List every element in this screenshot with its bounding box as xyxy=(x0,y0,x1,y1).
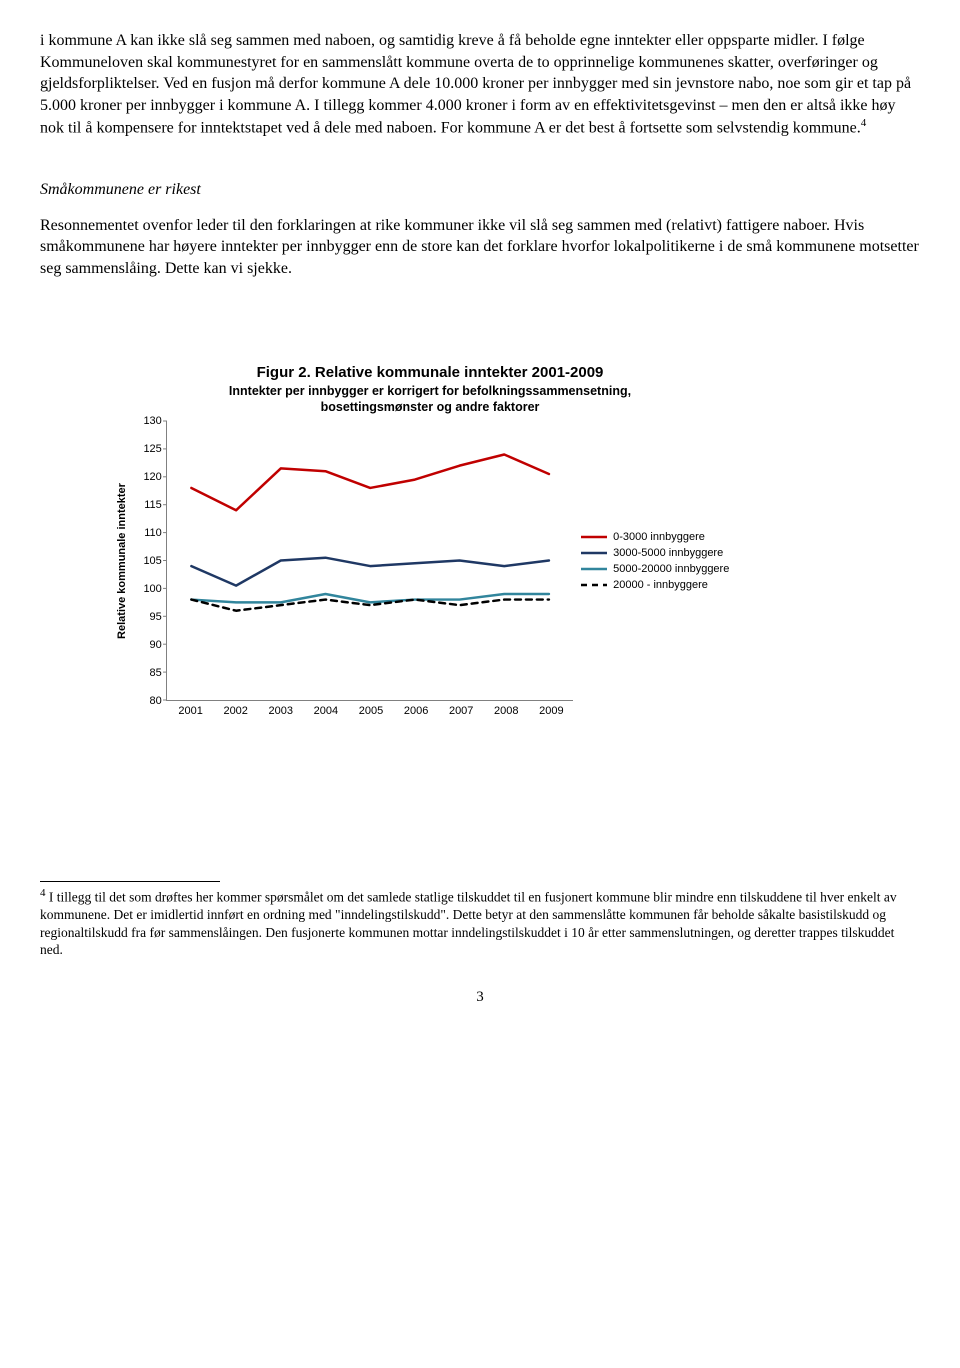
chart-container: Figur 2. Relative kommunale inntekter 20… xyxy=(110,364,750,722)
x-tick-label: 2003 xyxy=(269,705,293,717)
body-paragraph-1: i kommune A kan ikke slå seg sammen med … xyxy=(40,30,920,139)
legend-item: 3000-5000 innbyggere xyxy=(581,547,750,559)
series-line xyxy=(191,558,549,586)
chart-subtitle: Inntekter per innbygger er korrigert for… xyxy=(110,383,750,416)
footnote: 4 I tillegg til det som drøftes her komm… xyxy=(40,886,920,959)
y-tick-label: 100 xyxy=(143,583,161,595)
x-tick-label: 2008 xyxy=(494,705,518,717)
legend-swatch xyxy=(581,548,607,558)
legend-label: 3000-5000 innbyggere xyxy=(613,547,723,559)
legend-swatch xyxy=(581,532,607,542)
page-number: 3 xyxy=(40,989,920,1006)
series-line xyxy=(191,455,549,511)
y-tick-label: 115 xyxy=(144,499,162,511)
legend-item: 0-3000 innbyggere xyxy=(581,531,750,543)
legend-label: 5000-20000 innbyggere xyxy=(613,563,729,575)
x-tick-label: 2007 xyxy=(449,705,473,717)
footnote-separator xyxy=(40,881,220,882)
y-tick-label: 90 xyxy=(150,639,162,651)
chart-svg xyxy=(167,421,573,700)
plot-area xyxy=(166,421,573,701)
chart-subtitle-line2: bosettingsmønster og andre faktorer xyxy=(321,400,540,414)
y-tick-label: 80 xyxy=(150,695,162,707)
y-tick-label: 125 xyxy=(143,443,161,455)
chart-legend: 0-3000 innbyggere 3000-5000 innbyggere 500… xyxy=(573,421,750,701)
x-tick-label: 2004 xyxy=(314,705,338,717)
y-tick-label: 85 xyxy=(150,667,162,679)
footnote-text: I tillegg til det som drøftes her kommer… xyxy=(40,890,897,958)
y-tick-label: 105 xyxy=(143,555,161,567)
paragraph-text: i kommune A kan ikke slå seg sammen med … xyxy=(40,32,911,137)
y-axis-title-wrap: Relative kommunale inntekter xyxy=(110,421,134,701)
x-tick-label: 2005 xyxy=(359,705,383,717)
y-axis-labels: 80859095100105110115120125130 xyxy=(134,421,166,701)
legend-item: 20000 - innbyggere xyxy=(581,579,750,591)
footnote-ref: 4 xyxy=(861,117,867,129)
x-axis-labels: 2001 2002 2003 2004 2005 2006 2007 2008 2009 xyxy=(166,705,576,721)
legend-label: 0-3000 innbyggere xyxy=(613,531,705,543)
y-tick-label: 120 xyxy=(143,471,161,483)
y-tick-label: 110 xyxy=(144,527,162,539)
section-heading: Småkommunene er rikest xyxy=(40,179,920,201)
legend-label: 20000 - innbyggere xyxy=(613,579,708,591)
y-tick-label: 95 xyxy=(150,611,162,623)
x-tick-label: 2009 xyxy=(539,705,563,717)
chart-subtitle-line1: Inntekter per innbygger er korrigert for… xyxy=(229,384,631,398)
x-tick-label: 2001 xyxy=(178,705,202,717)
chart-title: Figur 2. Relative kommunale inntekter 20… xyxy=(110,364,750,381)
y-tick-label: 130 xyxy=(143,415,161,427)
legend-item: 5000-20000 innbyggere xyxy=(581,563,750,575)
legend-swatch xyxy=(581,580,607,590)
x-tick-label: 2006 xyxy=(404,705,428,717)
body-paragraph-2: Resonnementet ovenfor leder til den fork… xyxy=(40,215,920,280)
y-axis-title: Relative kommunale inntekter xyxy=(116,483,128,639)
legend-swatch xyxy=(581,564,607,574)
x-tick-label: 2002 xyxy=(223,705,247,717)
